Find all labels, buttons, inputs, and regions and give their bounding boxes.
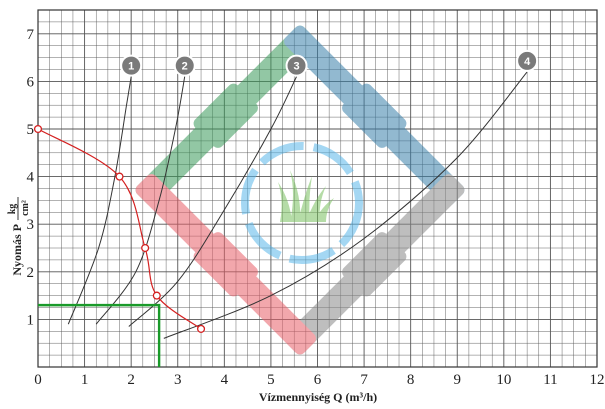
y-tick-labels: 1 2 3 4 5 6 7: [27, 27, 35, 329]
pump-curve-markers: [33, 124, 206, 333]
pump-curve-point: [33, 124, 43, 134]
x-tick-label: 8: [407, 372, 415, 388]
pump-curve-point: [141, 243, 150, 253]
y-axis-label-prefix: Nyomás P: [10, 224, 24, 276]
y-axis-label-unit-den: cm²: [20, 200, 31, 216]
curve-badge-3: [285, 54, 308, 77]
x-tick-label: 9: [454, 372, 462, 388]
operating-point-lines: [38, 303, 161, 367]
curve-badge-1: [120, 54, 143, 77]
y-tick-label: 1: [27, 312, 35, 328]
pipe-curve-2: [95, 76, 186, 325]
y-tick-label: 7: [27, 27, 35, 43]
curve-badge-label-3: 3: [293, 61, 299, 73]
pump-curve-point: [196, 324, 206, 333]
x-tick-label: 7: [360, 372, 368, 388]
pipe-curve-3: [128, 76, 297, 327]
x-tick-labels: 0 1 2 3 4 5 6 7 8 9 10 11 12: [34, 372, 604, 388]
x-tick-label: 4: [221, 372, 229, 388]
y-tick-label: 4: [27, 170, 35, 186]
x-tick-label: 6: [314, 372, 322, 388]
y-tick-label: 5: [27, 122, 35, 138]
plot-frame: [37, 9, 598, 368]
x-tick-label: 3: [174, 372, 182, 388]
curve-badge-label-1: 1: [128, 61, 134, 73]
curve-badge-4: [516, 49, 539, 72]
y-tick-label: 3: [27, 217, 35, 233]
x-axis-label: Vízmennyiség Q (m³/h): [259, 390, 377, 404]
x-tick-label: 5: [267, 372, 275, 388]
pipe-curve-1: [67, 76, 132, 325]
x-tick-label: 10: [496, 372, 511, 388]
pump-curve-point: [152, 291, 161, 300]
curve-badge-2: [173, 54, 196, 77]
x-tick-label: 12: [590, 372, 605, 388]
y-axis-label-unit-num: kg: [7, 204, 18, 215]
x-tick-label: 0: [34, 372, 42, 388]
curve-badges: 1 2 3 4: [120, 49, 539, 77]
operating-point-guide: [38, 303, 161, 367]
y-axis-label: Nyomás P kg cm²: [7, 197, 31, 276]
x-tick-label: 2: [127, 372, 135, 388]
x-tick-label: 11: [543, 372, 557, 388]
y-tick-label: 2: [27, 265, 35, 281]
curves: [37, 71, 528, 339]
x-tick-label: 1: [81, 372, 89, 388]
pump-curve-point: [115, 172, 124, 181]
sprinkler-logo-watermark: [135, 25, 465, 355]
curve-badge-label-4: 4: [524, 56, 531, 68]
curve-badge-label-2: 2: [182, 61, 188, 73]
y-tick-label: 6: [27, 74, 35, 90]
pipe-curve-4: [163, 71, 528, 339]
